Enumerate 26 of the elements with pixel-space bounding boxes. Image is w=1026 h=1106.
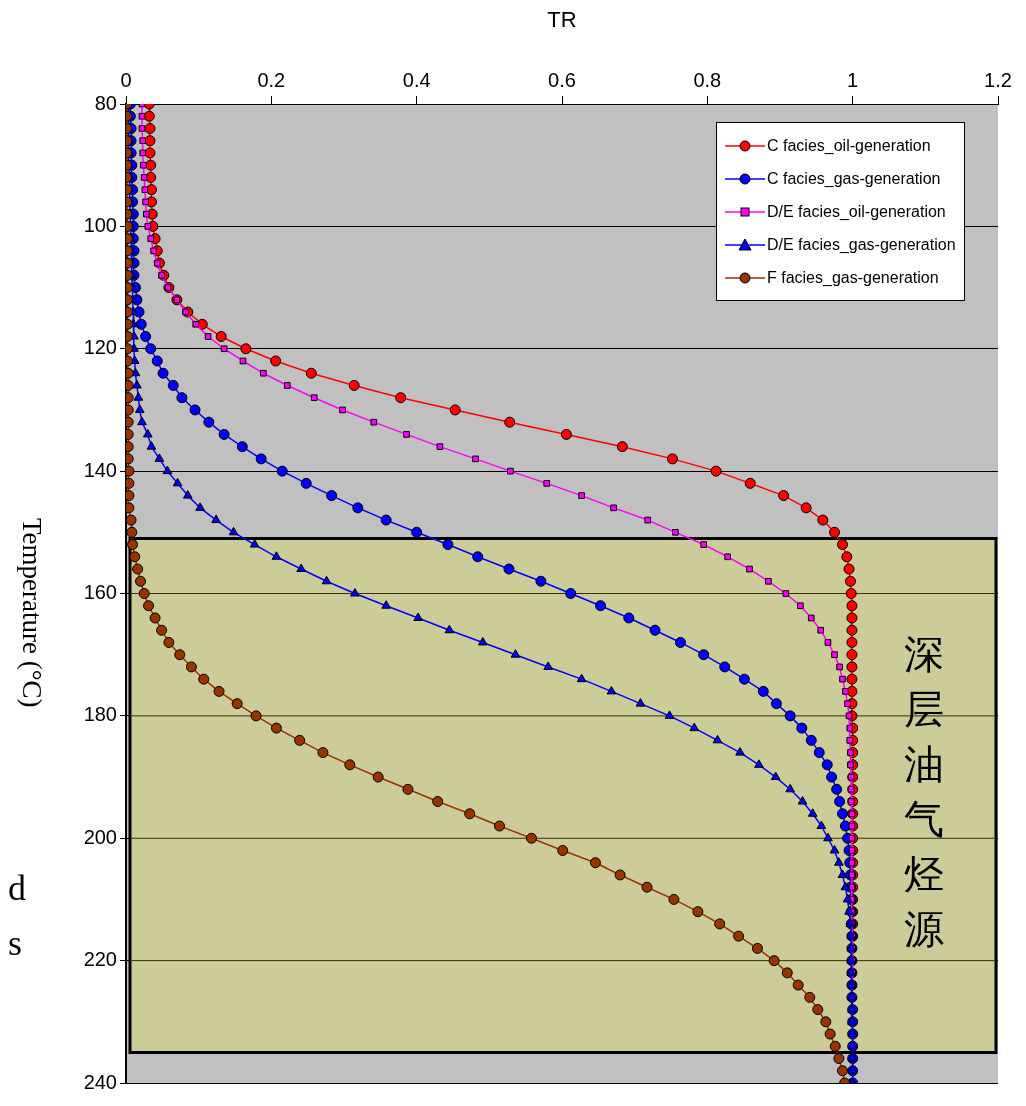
- y-tick-label: 120: [83, 336, 117, 359]
- y-tick-label: 240: [83, 1070, 117, 1093]
- y-axis-title: Temperature (°C): [16, 518, 47, 708]
- y-tick-label: 200: [83, 825, 117, 848]
- x-tick-label: 0.6: [548, 68, 576, 91]
- band-label: 深层油气烃源: [904, 632, 944, 953]
- y-tick-label: 140: [83, 458, 117, 481]
- y-tick-label: 100: [83, 213, 117, 236]
- x-tick-label: 1: [847, 68, 859, 91]
- y-tick-label: 160: [83, 581, 117, 604]
- y-tick-label: 180: [83, 703, 117, 726]
- text: d: [8, 868, 26, 908]
- y-tick-label: 80: [94, 91, 117, 114]
- legend-label: C facies_gas-generation: [767, 169, 941, 188]
- x-tick-label: 0.8: [693, 68, 722, 91]
- legend-label: C facies_oil-generation: [767, 136, 931, 155]
- x-tick-label: 0.2: [257, 68, 286, 91]
- x-tick-label: 0.4: [402, 68, 431, 91]
- text: s: [8, 923, 23, 963]
- x-axis-title: TR: [547, 7, 577, 33]
- legend-label: D/E facies_oil-generation: [767, 202, 946, 221]
- x-tick-label: 1.2: [984, 68, 1012, 91]
- legend-label: D/E facies_gas-generation: [767, 235, 956, 254]
- legend-label: F facies_gas-generation: [767, 268, 939, 287]
- x-tick-label: 0: [120, 68, 132, 91]
- y-tick-label: 220: [83, 948, 117, 971]
